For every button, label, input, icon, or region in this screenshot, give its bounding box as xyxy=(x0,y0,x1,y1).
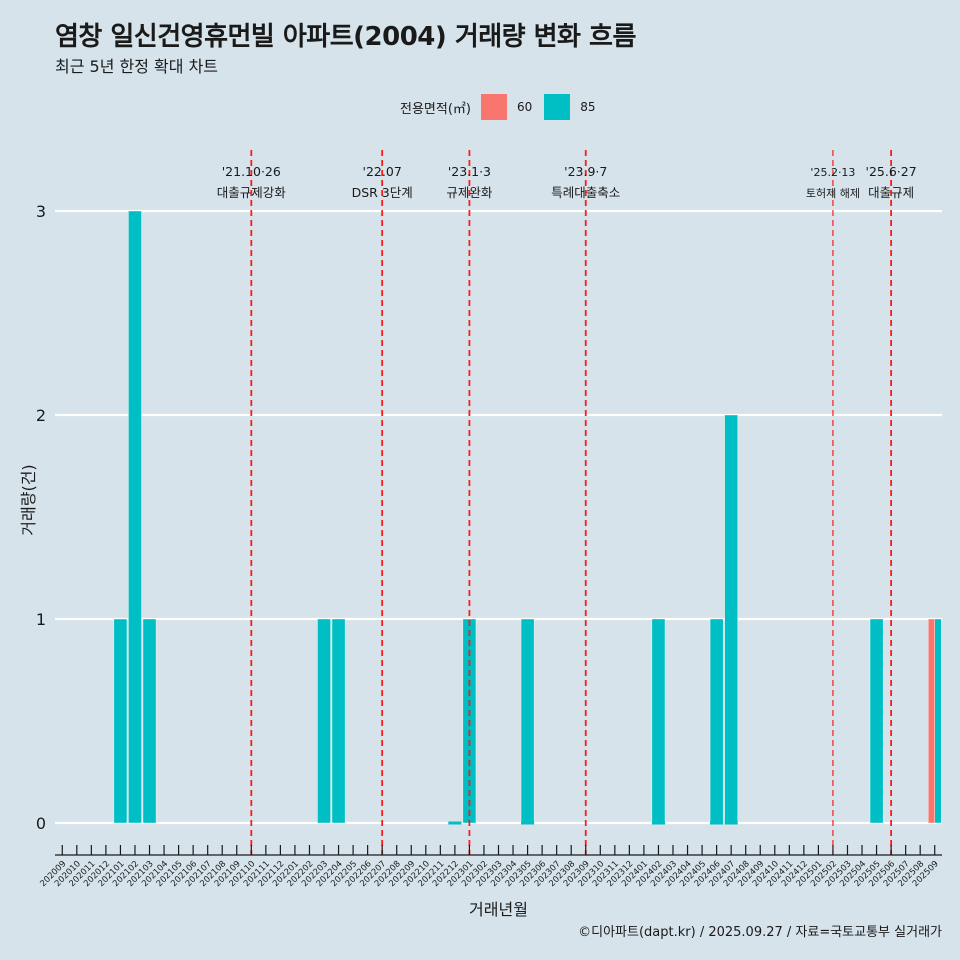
legend: 전용면적(㎡) 60 85 xyxy=(400,94,608,120)
zero-marker-202406 xyxy=(710,821,724,825)
zero-marker-202305 xyxy=(521,821,535,825)
bar-85-202102 xyxy=(128,210,142,824)
legend-key-60 xyxy=(480,94,507,120)
bar-85-202406 xyxy=(709,618,724,824)
source-caption: ©디아파트(dapt.kr) / 2025.09.27 / 자료=국토교통부 실… xyxy=(578,925,942,940)
bar-85-202402 xyxy=(651,618,666,824)
bar-85-202505 xyxy=(869,618,884,824)
event-name-label: 토허제 해제 xyxy=(806,186,860,200)
bar-85-202203 xyxy=(317,618,331,824)
zero-marker-202402 xyxy=(651,821,665,825)
bar-85-202305 xyxy=(520,618,535,824)
chart-title: 염창 일신건영휴먼빌 아파트(2004) 거래량 변화 흐름 xyxy=(55,22,636,52)
legend-title: 전용면적(㎡) xyxy=(400,101,471,117)
bar-85-202103 xyxy=(142,618,157,824)
bar-85-202101 xyxy=(113,618,128,824)
event-date-label: '22.07 xyxy=(363,164,402,179)
legend-label-85: 85 xyxy=(580,100,596,114)
event-date-label: '23.1·3 xyxy=(448,164,491,179)
bar-85-202509 xyxy=(934,618,942,824)
event-name-label: DSR 3단계 xyxy=(352,185,413,200)
y-tick-label: 2 xyxy=(36,406,46,425)
y-tick-label: 0 xyxy=(36,814,46,833)
event-name-label: 대출규제강화 xyxy=(217,185,287,200)
event-name-label: 대출규제 xyxy=(868,185,914,200)
event-date-label: '25.6·27 xyxy=(866,164,917,179)
y-tick-label: 3 xyxy=(36,202,46,221)
chart-subtitle: 최근 5년 한정 확대 차트 xyxy=(55,57,219,76)
y-tick-label: 1 xyxy=(36,610,46,629)
y-axis-title: 거래량(건) xyxy=(19,464,38,535)
x-axis-title: 거래년월 xyxy=(469,900,528,919)
bar-85-202407 xyxy=(724,414,738,824)
bar-60-202509 xyxy=(927,618,935,824)
event-date-label: '23.9·7 xyxy=(564,164,607,179)
event-date-label: '25.2·13 xyxy=(810,166,855,179)
event-date-label: '21.10·26 xyxy=(222,164,281,179)
bar-85-202204 xyxy=(331,618,346,824)
legend-label-60: 60 xyxy=(516,100,533,114)
event-name-label: 특례대출축소 xyxy=(551,185,620,200)
zero-marker-202407 xyxy=(724,821,738,825)
zero-marker-202212 xyxy=(448,821,462,825)
legend-key-85 xyxy=(544,94,571,120)
event-name-label: 규제완화 xyxy=(446,185,493,200)
